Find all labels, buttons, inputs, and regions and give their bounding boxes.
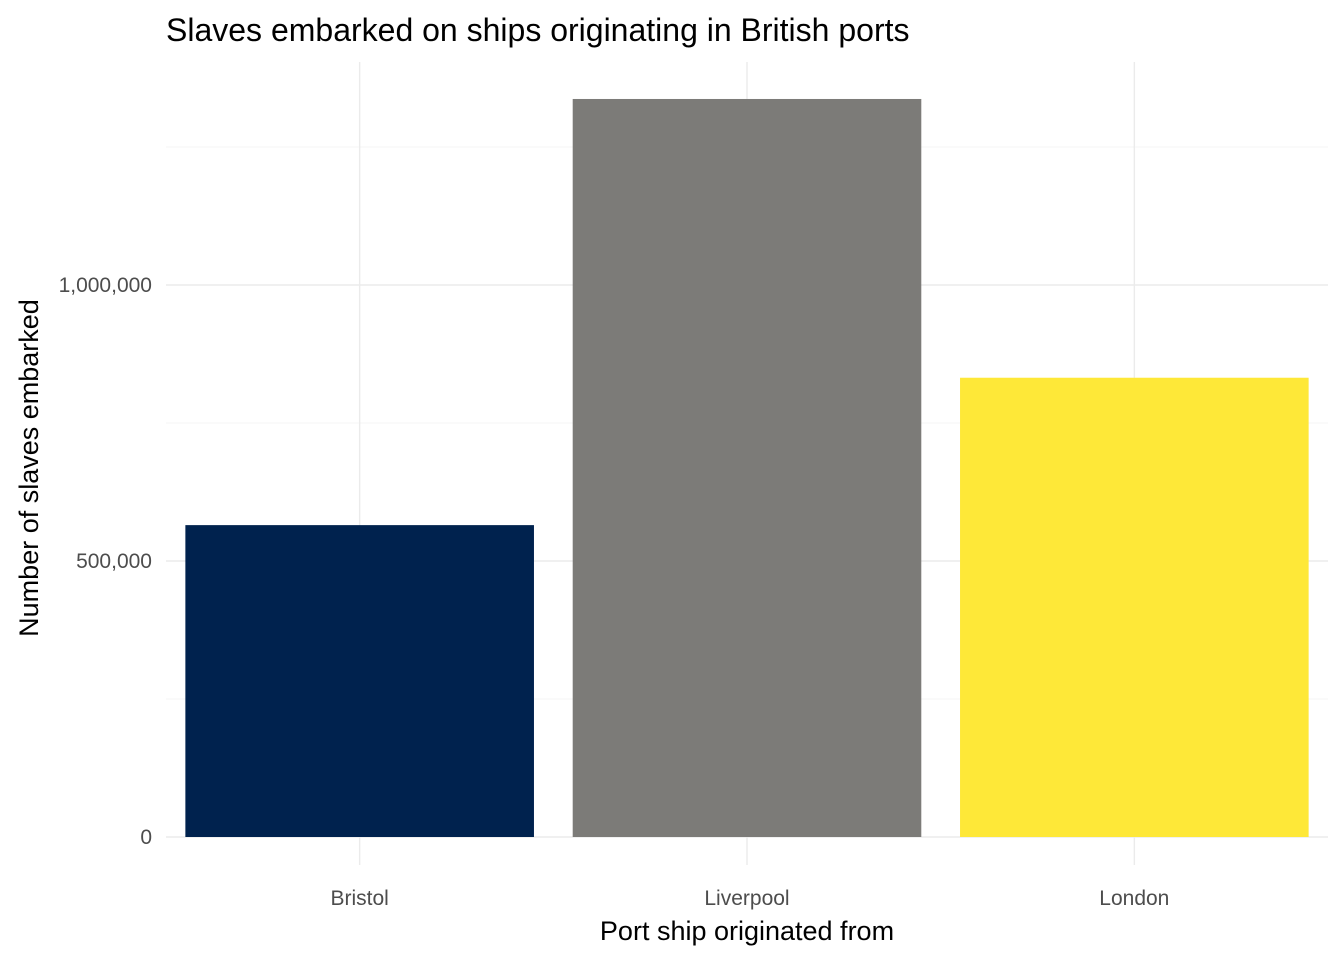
y-axis-ticks: 0 500,000 1,000,000	[59, 274, 152, 849]
chart-title: Slaves embarked on ships originating in …	[166, 12, 909, 48]
bar-london	[960, 377, 1309, 837]
y-tick-label: 1,000,000	[59, 274, 152, 297]
x-tick-label: London	[1099, 887, 1169, 910]
x-axis-title: Port ship originated from	[600, 916, 894, 946]
x-axis-ticks: Bristol Liverpool London	[330, 887, 1169, 910]
x-tick-label: Liverpool	[704, 887, 789, 910]
y-tick-label: 0	[140, 826, 152, 849]
bars	[185, 98, 1309, 837]
bar-liverpool	[572, 98, 922, 837]
y-axis-title: Number of slaves embarked	[14, 299, 44, 637]
bar-bristol	[185, 525, 534, 837]
y-tick-label: 500,000	[76, 550, 152, 573]
x-tick-label: Bristol	[330, 887, 388, 910]
